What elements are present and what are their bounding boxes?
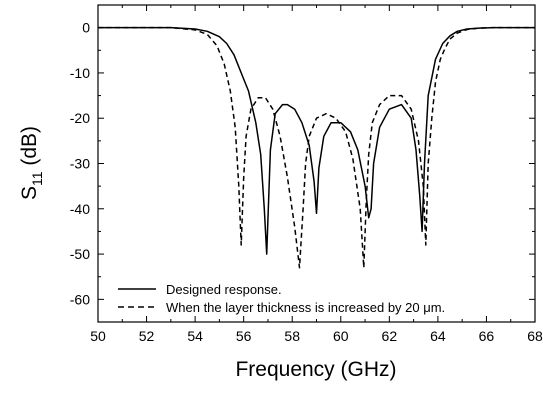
y-axis-title-sub: 11 <box>29 171 45 186</box>
y-tick-label: -40 <box>70 201 90 217</box>
x-tick-label: 56 <box>236 328 252 344</box>
x-tick-label: 66 <box>479 328 495 344</box>
x-tick-label: 68 <box>527 328 543 344</box>
x-tick-label: 58 <box>284 328 300 344</box>
y-tick-label: 0 <box>82 20 90 36</box>
series-line-designed <box>98 26 535 255</box>
x-tick-label: 60 <box>333 328 349 344</box>
y-tick-label: -30 <box>70 156 90 172</box>
y-tick-label: -20 <box>70 110 90 126</box>
x-tick-label: 50 <box>90 328 106 344</box>
legend: Designed response. When the layer thickn… <box>118 282 445 315</box>
x-tick-label: 54 <box>187 328 203 344</box>
y-axis-title: S11 (dB) <box>18 126 45 200</box>
series-line-thickness <box>98 26 535 269</box>
y-axis-title-main: S <box>18 186 41 200</box>
x-axis-title: Frequency (GHz) <box>235 358 396 381</box>
legend-label-designed: Designed response. <box>166 282 282 297</box>
series-layer <box>98 26 535 269</box>
x-tick-label: 52 <box>139 328 155 344</box>
y-tick-label: -10 <box>70 65 90 81</box>
legend-label-thickness: When the layer thickness is increased by… <box>166 300 445 315</box>
ticks-layer: 50 52 54 56 58 60 62 64 66 68 0 -10 -20 -30 -40 -50 -60 <box>70 4 543 344</box>
y-tick-label: -60 <box>70 291 90 307</box>
plot-frame <box>97 4 536 323</box>
x-tick-label: 62 <box>382 328 398 344</box>
y-axis-title-unit: (dB) <box>18 126 41 172</box>
x-tick-label: 64 <box>430 328 446 344</box>
y-tick-label: -50 <box>70 246 90 262</box>
